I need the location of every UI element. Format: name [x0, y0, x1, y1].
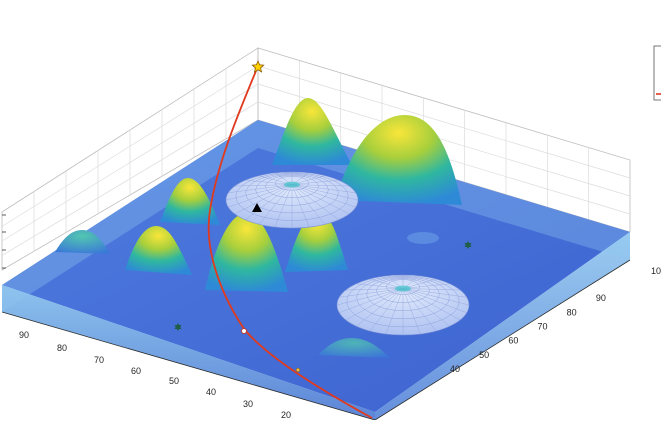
wall-gridline — [1, 83, 259, 242]
y-tick-label: 40 — [450, 364, 460, 374]
y-tick-label: 80 — [567, 307, 577, 317]
x-tick-labels: 90 80 70 60 50 40 30 20 — [19, 330, 291, 420]
path-waypoint — [295, 367, 301, 373]
y-tick-label: 60 — [508, 336, 518, 346]
x-tick-label: 90 — [19, 330, 29, 340]
y-tick-label: 100 — [651, 266, 661, 276]
peak — [205, 213, 288, 292]
x-axis-line — [1, 311, 376, 421]
path-layer — [207, 65, 373, 419]
x-tick-label: 40 — [206, 387, 216, 397]
peaks-layer — [55, 98, 462, 358]
peak — [125, 226, 192, 275]
y-axis-line — [374, 259, 631, 421]
peak — [318, 338, 390, 358]
wall-gridline — [257, 83, 631, 197]
x-tick-label: 80 — [57, 343, 67, 353]
x-tick-label: 60 — [131, 366, 141, 376]
terrain-front-side — [2, 285, 375, 420]
peak — [407, 232, 439, 244]
y-tick-label: 70 — [538, 322, 548, 332]
z-tick-marks — [2, 214, 6, 269]
x-tick-label: 30 — [243, 399, 253, 409]
peak — [335, 115, 462, 205]
wall-gridline — [1, 101, 259, 256]
dome — [225, 171, 359, 229]
domes-layer — [225, 171, 470, 336]
target-hexagram-marker — [464, 241, 472, 249]
markers-layer — [174, 59, 472, 331]
legend — [653, 45, 661, 101]
peak — [272, 98, 352, 165]
x-tick-label: 50 — [169, 376, 179, 386]
flight-path — [207, 65, 373, 419]
target-hexagram-marker — [174, 323, 182, 331]
peak — [160, 178, 220, 225]
x-tick-label: 70 — [94, 355, 104, 365]
y-tick-label: 90 — [596, 293, 606, 303]
peak — [285, 212, 348, 272]
wall-gridline — [257, 65, 631, 179]
start-star-marker — [251, 59, 265, 73]
path-waypoint — [241, 328, 247, 334]
y-tick-label: 50 — [479, 350, 489, 360]
y-tick-labels: 40 50 60 70 80 90 100 — [450, 266, 661, 374]
x-tick-label: 20 — [281, 410, 291, 420]
dome — [336, 274, 470, 336]
wall-gridline — [1, 65, 259, 227]
waypoint-triangle-marker — [252, 203, 262, 212]
peak — [55, 230, 110, 254]
legend-box — [653, 45, 661, 101]
terrain-right-side — [375, 232, 630, 420]
